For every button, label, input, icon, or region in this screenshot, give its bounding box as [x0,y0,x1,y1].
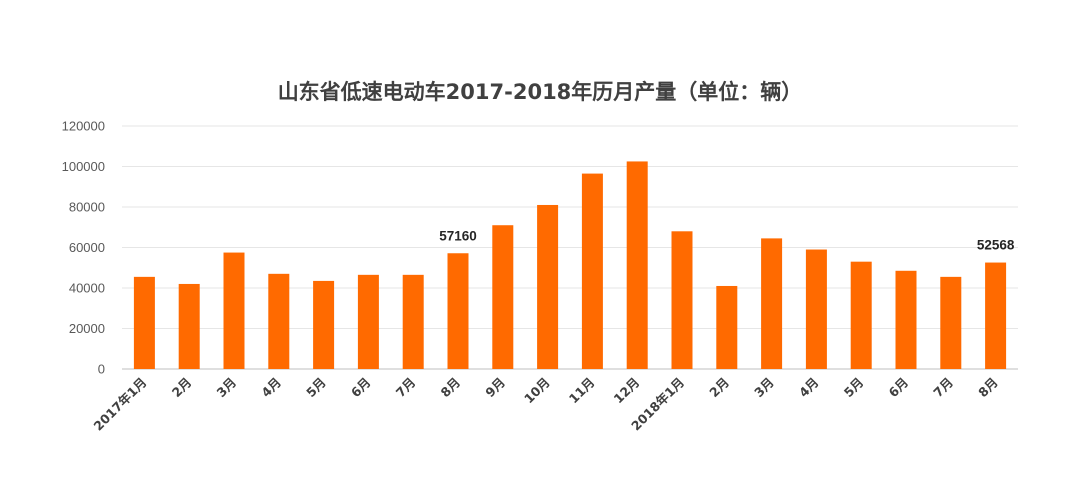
x-tick-label: 3月 [214,375,240,401]
y-tick-label: 40000 [69,281,105,296]
bar [895,270,917,369]
y-axis-ticks: 0 20000 40000 60000 80000 100000 120000 [62,119,105,377]
x-tick-label: 5月 [303,375,329,401]
data-labels: 57160 52568 [439,228,1015,252]
bar [716,285,738,369]
bar [447,253,469,369]
x-tick-label: 2月 [169,375,195,401]
bar [268,273,290,369]
bar [626,161,648,369]
bar [133,276,155,369]
bar [850,261,872,369]
x-tick-label: 4月 [796,375,822,401]
y-tick-label: 120000 [62,119,105,134]
y-tick-label: 0 [98,362,105,377]
bar [357,274,379,369]
bar [985,262,1007,369]
bar [537,204,559,369]
bar [581,173,603,369]
gridlines [122,125,1018,370]
bar [761,238,783,369]
x-tick-label: 9月 [482,375,508,401]
x-tick-label: 7月 [393,375,419,401]
y-tick-label: 80000 [69,200,105,215]
x-tick-label: 4月 [258,375,284,401]
bars [133,161,1007,369]
x-tick-label: 2017年1月 [90,375,149,434]
x-tick-label: 10月 [521,375,553,407]
x-tick-label: 6月 [348,375,374,401]
x-tick-label: 11月 [566,375,598,407]
x-tick-label: 2月 [706,375,732,401]
chart-title: 山东省低速电动车2017-2018年历月产量（单位：辆） [278,80,803,104]
bar [402,274,424,369]
x-tick-label: 8月 [975,375,1001,401]
bar [223,252,245,369]
x-tick-label: 12月 [611,375,643,407]
bar [671,231,693,369]
bar [492,225,514,369]
x-tick-label: 7月 [930,375,956,401]
y-tick-label: 20000 [69,321,105,336]
data-label: 52568 [977,238,1015,253]
data-label: 57160 [439,228,477,243]
x-tick-label: 5月 [841,375,867,401]
x-tick-label: 8月 [438,375,464,401]
x-tick-label: 3月 [751,375,777,401]
bar [805,249,827,369]
x-tick-label: 6月 [886,375,912,401]
y-tick-label: 100000 [62,159,105,174]
y-tick-label: 60000 [69,240,105,255]
bar [178,283,200,369]
bar [313,280,335,369]
bar [940,276,962,369]
